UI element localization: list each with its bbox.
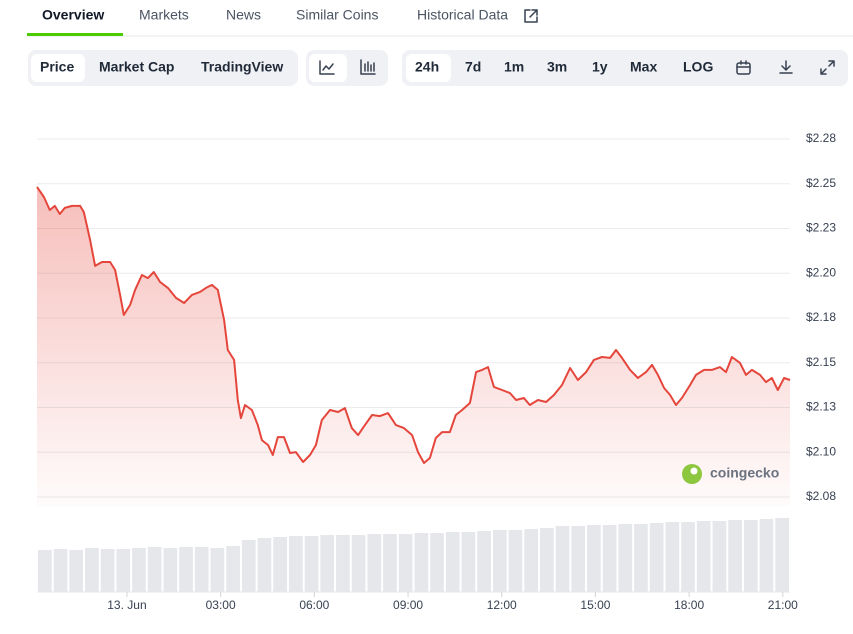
y-tick-label: $2.08: [806, 489, 836, 503]
volume-bar: [241, 540, 256, 592]
volume-bar: [132, 548, 146, 592]
volume-bar: [383, 534, 397, 592]
volume-bar: [289, 536, 303, 592]
y-tick-label: $2.20: [806, 265, 836, 279]
y-tick-label: $2.28: [806, 131, 836, 145]
volume-bar: [38, 550, 52, 592]
range-group: [402, 50, 848, 86]
active-tab-underline: [27, 33, 123, 36]
volume-bar: [351, 535, 366, 592]
range-button[interactable]: 3m: [547, 59, 567, 75]
volume-bar: [461, 532, 476, 592]
tab[interactable]: Markets: [139, 7, 189, 23]
x-tick-label: 03:00: [206, 598, 236, 612]
volume-bar: [665, 522, 680, 592]
volume-bar: [163, 548, 178, 592]
volume-bar: [681, 522, 695, 592]
volume-bar: [649, 523, 664, 592]
volume-bar: [602, 525, 617, 592]
volume-bar: [571, 526, 586, 592]
volume-bar: [226, 546, 240, 592]
watermark: coingecko: [682, 464, 779, 484]
chart-type-group: [28, 50, 298, 86]
range-button[interactable]: LOG: [683, 59, 713, 75]
calendar-icon[interactable]: [736, 60, 751, 75]
volume-bar: [712, 521, 727, 592]
active-pill: [31, 54, 85, 82]
watermark-text: coingecko: [710, 465, 779, 481]
volume-bar: [430, 533, 444, 592]
volume-bar: [759, 519, 774, 592]
range-button[interactable]: 1m: [504, 59, 524, 75]
volume-bar: [304, 536, 319, 592]
volume-bar: [618, 524, 633, 592]
price-area: [37, 186, 790, 506]
volume-bar: [696, 521, 711, 592]
volume-bar: [69, 550, 84, 592]
chart-tab[interactable]: Market Cap: [99, 59, 174, 75]
volume-bar: [728, 520, 742, 592]
x-tick-label: 09:00: [393, 598, 423, 612]
volume-bar: [492, 530, 507, 592]
tab[interactable]: Historical Data: [417, 7, 508, 23]
volume-bar: [336, 535, 350, 592]
range-button[interactable]: 1y: [592, 59, 608, 75]
fullscreen-icon[interactable]: [820, 60, 835, 75]
volume-bar: [634, 524, 648, 592]
volume-bar: [320, 535, 335, 592]
volume-bar: [85, 548, 99, 592]
y-tick-label: $2.10: [806, 444, 836, 458]
line-chart-icon[interactable]: [319, 60, 335, 75]
volume-bar: [775, 518, 789, 592]
volume-bar: [100, 549, 115, 592]
volume-bar: [445, 532, 460, 592]
range-button[interactable]: 7d: [465, 59, 481, 75]
download-icon[interactable]: [779, 60, 793, 74]
volume-bar: [273, 537, 287, 592]
volume-bar: [179, 547, 193, 592]
volume-bar: [53, 549, 68, 592]
volume-bar: [398, 534, 413, 592]
x-tick-label: 15:00: [580, 598, 610, 612]
external-link-icon: [524, 9, 538, 23]
volume-bar: [555, 526, 570, 592]
tab[interactable]: Similar Coins: [296, 7, 378, 23]
volume-bar: [367, 534, 382, 592]
volume-bar: [540, 528, 554, 592]
y-tick-label: $2.25: [806, 176, 836, 190]
y-tick-label: $2.23: [806, 221, 836, 235]
candle-chart-icon[interactable]: [360, 59, 376, 75]
tab[interactable]: News: [226, 7, 261, 23]
volume-bar: [508, 530, 523, 592]
x-tick-label: 18:00: [674, 598, 704, 612]
volume-bar: [210, 548, 225, 592]
price-line: [36, 186, 791, 464]
range-button[interactable]: 24h: [415, 59, 439, 75]
chart-tab[interactable]: TradingView: [201, 59, 283, 75]
x-tick-label: 21:00: [768, 598, 798, 612]
x-tick-label: 06:00: [299, 598, 329, 612]
x-tick-label: 12:00: [487, 598, 517, 612]
volume-bar: [147, 547, 162, 592]
volume-bar: [524, 529, 538, 592]
volume-bar: [743, 520, 758, 592]
tab[interactable]: Overview: [42, 7, 104, 23]
volume-bar: [587, 525, 601, 592]
range-button[interactable]: Max: [630, 59, 657, 75]
active-pill: [406, 54, 451, 82]
y-tick-label: $2.15: [806, 355, 836, 369]
volume-bar: [414, 533, 429, 592]
volume-bar: [257, 538, 272, 592]
y-tick-label: $2.18: [806, 310, 836, 324]
volume-bar: [477, 531, 491, 592]
chart-tab[interactable]: Price: [40, 59, 74, 75]
volume-bar: [194, 547, 209, 592]
x-tick-label: 13. Jun: [107, 598, 146, 612]
y-tick-label: $2.13: [806, 400, 836, 414]
volume-bar: [116, 549, 131, 592]
